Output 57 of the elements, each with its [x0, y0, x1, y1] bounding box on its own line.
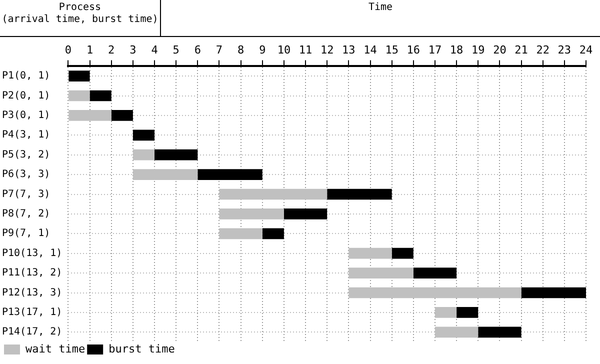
x-tick-label: 23: [558, 43, 572, 56]
y-tick-label: P12(13, 3): [2, 287, 62, 298]
x-tick-label: 11: [298, 43, 312, 56]
bar: [327, 188, 392, 200]
y-tick-label: P11(13, 2): [2, 268, 62, 279]
x-tick-label: 22: [536, 43, 550, 56]
x-tick-label: 9: [259, 43, 266, 56]
x-tick-label: 14: [364, 43, 378, 56]
x-tick-label: 5: [172, 43, 180, 56]
y-tick-label: P13(17, 1): [2, 307, 62, 318]
legend-label: wait time: [26, 342, 86, 356]
bar: [111, 110, 133, 121]
bar: [68, 70, 90, 82]
y-tick-label: P10(13, 1): [2, 248, 62, 259]
y-tick-label: P3(0, 1): [2, 110, 50, 122]
x-tick-label: 24: [579, 43, 593, 56]
y-tick-label: P6(3, 3): [2, 169, 50, 180]
y-tick-label: P14(17, 2): [2, 326, 62, 338]
bar: [478, 326, 522, 338]
bar: [456, 307, 478, 318]
x-tick-label: 4: [151, 43, 158, 56]
y-tick-label: P8(7, 2): [2, 208, 50, 220]
x-tick-label: 3: [130, 43, 136, 56]
bar: [154, 149, 198, 160]
bar: [198, 169, 262, 180]
y-tick-label: P7(7, 3): [2, 188, 50, 200]
y-tick-label: P5(3, 2): [2, 149, 50, 160]
x-tick-label: 2: [108, 43, 115, 56]
x-tick-label: 17: [428, 43, 442, 56]
y-tick-label: P4(3, 1): [2, 130, 50, 141]
bar: [132, 130, 155, 141]
bar: [521, 287, 586, 298]
legend-label: burst time: [108, 342, 175, 356]
x-tick-label: 6: [194, 43, 201, 56]
x-tick-label: 8: [237, 43, 244, 56]
y-axis-title: Process (arrival time, burst time): [0, 0, 161, 36]
x-tick-label: 10: [277, 43, 291, 56]
x-tick-label: 18: [450, 43, 464, 56]
bar: [90, 90, 112, 102]
bar: [284, 208, 328, 220]
y-tick-label: P1(0, 1): [2, 70, 50, 82]
bar: [262, 228, 284, 240]
x-tick-label: 13: [342, 43, 356, 56]
x-tick-label: 12: [320, 43, 334, 56]
x-axis-title: Time: [367, 1, 394, 15]
y-tick-label: P9(7, 1): [2, 228, 50, 240]
x-tick-label: 20: [493, 43, 506, 56]
x-tick-label: 21: [514, 43, 528, 56]
bar: [392, 248, 414, 259]
x-tick-label: 16: [406, 43, 420, 56]
y-tick-label: P2(0, 1): [2, 90, 50, 102]
x-tick-label: 15: [385, 43, 398, 56]
x-tick-label: 1: [86, 43, 94, 56]
x-tick-label: 19: [472, 43, 485, 56]
bar: [413, 268, 457, 278]
x-tick-label: 0: [64, 43, 72, 56]
x-tick-label: 7: [216, 43, 223, 56]
